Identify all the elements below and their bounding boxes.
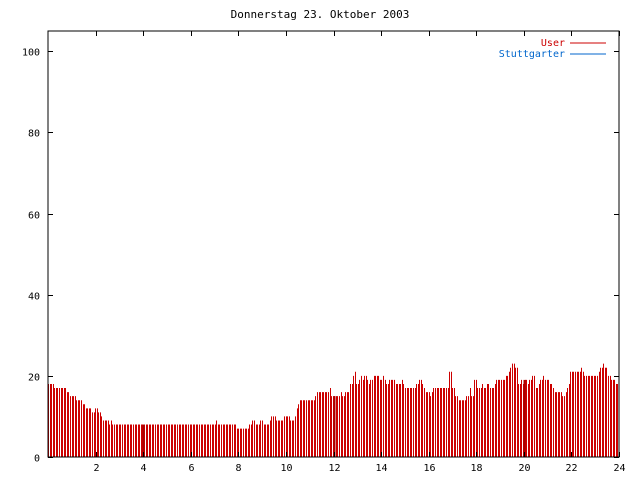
legend: User Stuttgarter — [499, 38, 606, 60]
legend-label-0: User — [541, 38, 565, 49]
x-tick-label: 22 — [565, 463, 577, 474]
y-tick-label: 40 — [28, 292, 40, 303]
x-tick-label: 16 — [423, 463, 435, 474]
x-tick-label: 24 — [613, 463, 625, 474]
x-tick-label: 14 — [375, 463, 387, 474]
x-tick-label: 10 — [280, 463, 292, 474]
y-tick-label: 100 — [22, 48, 40, 59]
x-tick-label: 6 — [188, 463, 194, 474]
x-tick-label: 18 — [470, 463, 482, 474]
x-tick-label: 8 — [235, 463, 241, 474]
legend-label-1: Stuttgarter — [499, 49, 565, 60]
y-tick-label: 20 — [28, 373, 40, 384]
bars-group — [48, 363, 618, 457]
chart-title: Donnerstag 23. Oktober 2003 — [230, 8, 410, 21]
x-tick-label: 4 — [140, 463, 146, 474]
y-tick-label: 60 — [28, 211, 40, 222]
y-tick-label: 0 — [34, 454, 40, 465]
x-tick-label: 12 — [328, 463, 340, 474]
y-tick-label: 80 — [28, 129, 40, 140]
x-tick-label: 20 — [518, 463, 530, 474]
plot-frame — [47, 30, 620, 458]
x-tick-label: 2 — [93, 463, 99, 474]
